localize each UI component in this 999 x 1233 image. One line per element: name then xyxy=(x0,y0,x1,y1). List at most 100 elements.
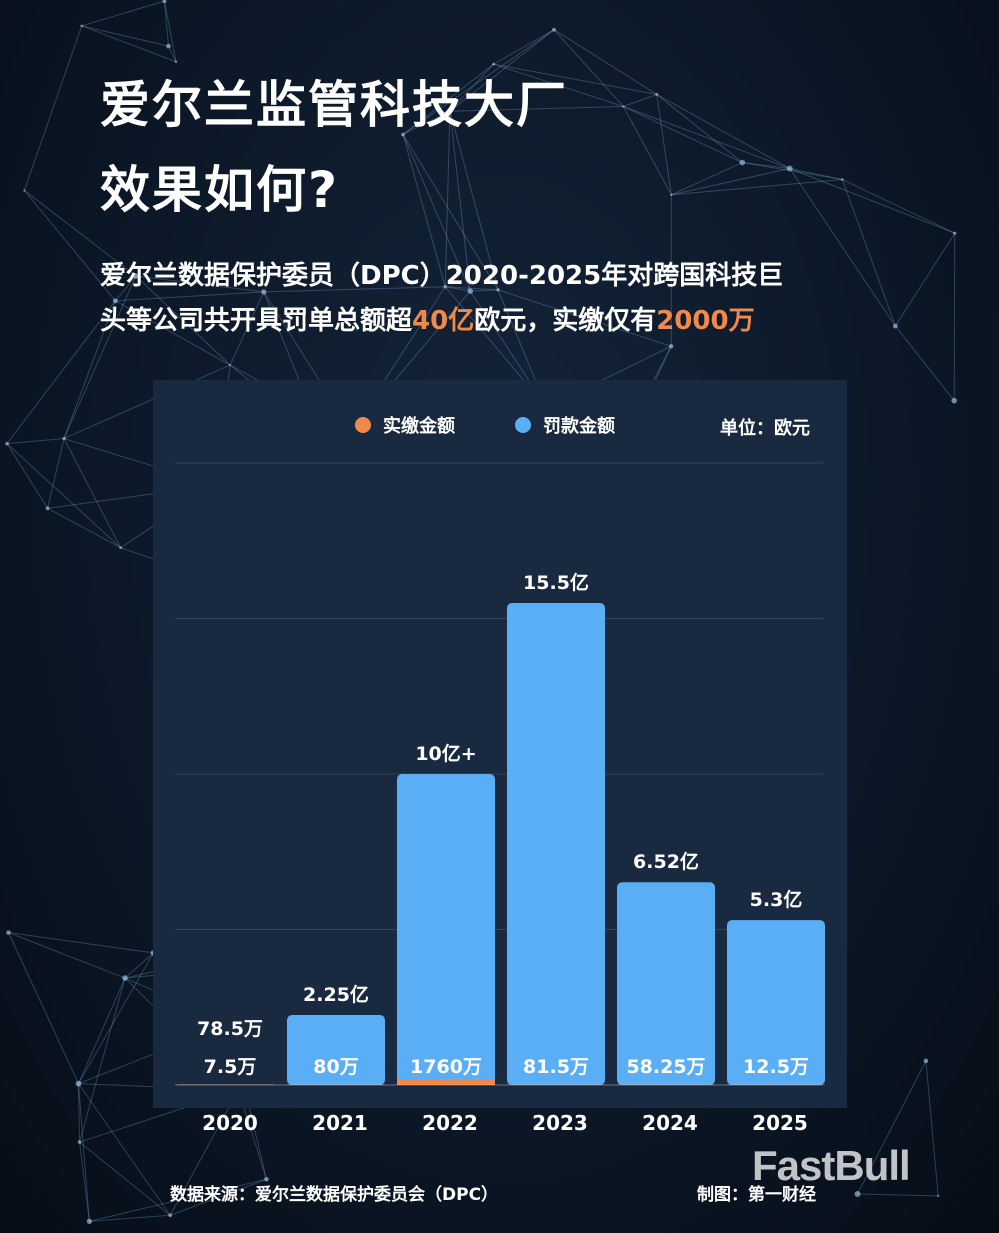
title-line-2: 效果如何? xyxy=(100,161,340,219)
network-node xyxy=(168,1213,173,1218)
network-line xyxy=(77,1083,90,1222)
network-node xyxy=(668,344,674,349)
network-node xyxy=(86,1218,92,1224)
network-line xyxy=(6,443,49,509)
network-line xyxy=(63,300,116,439)
network-node xyxy=(162,0,167,4)
network-line xyxy=(493,29,555,65)
network-line xyxy=(63,364,231,439)
x-tick-label: 2023 xyxy=(532,1111,588,1135)
network-line xyxy=(656,94,672,195)
network-line xyxy=(170,1178,267,1216)
network-line xyxy=(81,0,165,27)
chart-credit: 制图：第一财经 xyxy=(697,1185,816,1205)
network-node xyxy=(77,1140,82,1144)
network-line xyxy=(168,45,177,62)
network-line xyxy=(78,977,126,1084)
network-node xyxy=(655,92,659,96)
paid-value-label: 1760万 xyxy=(410,1056,482,1078)
network-node xyxy=(953,231,957,235)
fine-value-label: 2.25亿 xyxy=(303,983,369,1006)
network-line xyxy=(402,134,471,292)
network-line xyxy=(8,932,154,954)
network-line xyxy=(229,291,265,366)
network-node xyxy=(552,27,556,32)
network-node xyxy=(264,1176,269,1182)
fine-bar xyxy=(287,1015,385,1085)
network-node xyxy=(119,546,123,550)
legend-label-paid: 实缴金额 xyxy=(383,416,455,437)
network-line xyxy=(449,29,555,112)
network-node xyxy=(447,108,453,114)
network-node xyxy=(6,930,11,935)
network-node xyxy=(670,193,673,196)
network-node xyxy=(62,436,66,441)
legend-item-paid: 实缴金额 xyxy=(355,412,455,438)
network-node xyxy=(401,132,405,137)
fine-value-label: 78.5万 xyxy=(197,1018,263,1040)
network-node xyxy=(166,43,171,49)
paid-value-label: 7.5万 xyxy=(204,1056,257,1078)
network-line xyxy=(894,232,956,327)
network-node xyxy=(5,441,9,446)
paid-bar xyxy=(397,1079,495,1085)
network-line xyxy=(6,443,121,549)
network-line xyxy=(671,162,743,196)
network-node xyxy=(261,289,267,295)
network-node xyxy=(951,397,958,404)
network-line xyxy=(842,179,955,234)
network-node xyxy=(122,975,128,981)
fine-bar xyxy=(727,920,825,1085)
network-node xyxy=(467,288,474,294)
network-line xyxy=(81,25,169,47)
network-line xyxy=(553,29,658,95)
network-node xyxy=(443,284,448,289)
network-line xyxy=(163,1,177,62)
network-line xyxy=(789,168,896,327)
paid-value-label: 80万 xyxy=(313,1056,358,1078)
network-line xyxy=(449,111,471,292)
network-line xyxy=(47,507,121,549)
data-source: 数据来源：爱尔兰数据保护委员会（DPC） xyxy=(170,1185,499,1205)
fine-value-label: 5.3亿 xyxy=(750,888,803,911)
network-line xyxy=(63,275,137,439)
subtitle-text: 头等公司共开具罚单总额超 xyxy=(100,306,413,336)
fine-bar xyxy=(507,602,605,1085)
network-line xyxy=(497,289,672,347)
network-line xyxy=(742,162,843,181)
network-line xyxy=(7,932,79,1084)
fine-bar xyxy=(397,774,495,1085)
network-line xyxy=(163,1,170,47)
network-node xyxy=(854,1190,861,1197)
network-line xyxy=(63,438,122,548)
network-line xyxy=(623,106,743,163)
fine-value-label: 6.52亿 xyxy=(633,850,699,873)
network-line xyxy=(135,275,231,366)
network-node xyxy=(23,189,26,192)
x-tick-label: 2025 xyxy=(752,1111,808,1135)
fine-value-label: 10亿+ xyxy=(415,742,476,765)
network-line xyxy=(115,300,231,366)
network-line xyxy=(742,162,790,169)
network-node xyxy=(496,288,500,292)
network-line xyxy=(671,179,843,196)
network-line xyxy=(445,286,499,291)
network-node xyxy=(622,105,625,108)
network-line xyxy=(6,300,116,444)
title-line-1: 爱尔兰监管科技大厂 xyxy=(100,76,568,134)
network-line xyxy=(493,63,624,107)
network-line xyxy=(894,325,955,401)
network-line xyxy=(656,94,743,163)
network-line xyxy=(449,63,494,112)
network-line xyxy=(124,952,154,979)
network-line xyxy=(470,289,499,292)
paid-value-label: 81.5万 xyxy=(523,1056,589,1078)
legend-dot-paid-icon xyxy=(355,417,371,433)
network-line xyxy=(135,275,264,293)
network-node xyxy=(75,1080,82,1087)
network-node xyxy=(229,364,232,367)
legend-item-fine: 罚款金额 xyxy=(515,412,615,438)
network-line xyxy=(953,233,956,401)
network-node xyxy=(923,1058,929,1064)
